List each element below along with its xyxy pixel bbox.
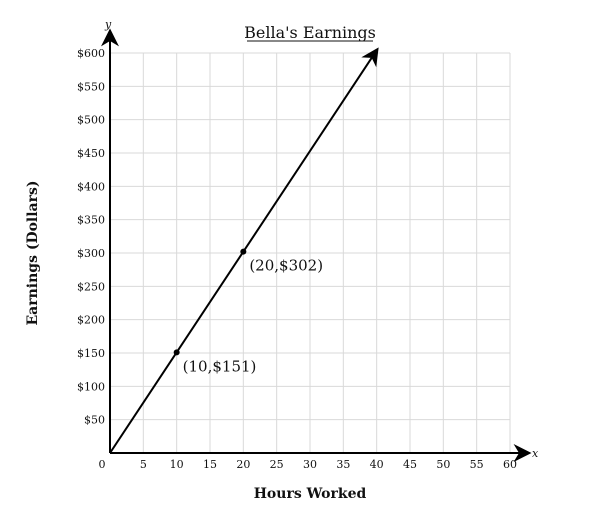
- x-tick-label: 35: [336, 458, 350, 471]
- x-axis-title: Hours Worked: [254, 486, 367, 502]
- y-tick-label: $50: [84, 414, 105, 427]
- x-tick-label: 15: [203, 458, 217, 471]
- y-tick-label: $500: [77, 114, 105, 127]
- axes: [101, 28, 532, 462]
- y-tick-label: $450: [77, 147, 105, 160]
- grid: [110, 52, 511, 453]
- x-tick-label: 10: [170, 458, 184, 471]
- x-tick-label: 45: [403, 458, 417, 471]
- x-tick-label: 50: [436, 458, 450, 471]
- x-axis-letter: x: [532, 447, 539, 460]
- y-tick-label: $100: [77, 380, 105, 393]
- y-axis-title: Earnings (Dollars): [25, 180, 41, 325]
- y-axis-letter: y: [104, 18, 112, 31]
- y-tick-label: $250: [77, 280, 105, 293]
- y-tick-label: $600: [77, 47, 105, 60]
- y-tick-label: $350: [77, 214, 105, 227]
- y-tick-label: $300: [77, 247, 105, 260]
- x-tick-label: 40: [370, 458, 384, 471]
- y-tick-label: $200: [77, 314, 105, 327]
- points: (10,$151) (20,$302): [173, 248, 323, 375]
- x-tick-label: 0: [99, 458, 106, 471]
- chart-title: Bella's Earnings: [244, 23, 376, 42]
- data-point: [240, 248, 247, 255]
- y-tick-label: $550: [77, 80, 105, 93]
- y-tick-label: $400: [77, 180, 105, 193]
- data-point-label: (20,$302): [249, 257, 323, 275]
- x-tick-label: 20: [236, 458, 250, 471]
- x-tick-label: 5: [140, 458, 147, 471]
- ticks: 0 5 10 15 20 25 30 35 40 45 50 55 60 $50 $100 $150 $200 $…: [77, 47, 517, 471]
- x-tick-label: 55: [470, 458, 484, 471]
- y-tick-label: $150: [77, 347, 105, 360]
- x-tick-label: 25: [270, 458, 284, 471]
- x-tick-label: 30: [303, 458, 317, 471]
- data-point-label: (10,$151): [183, 357, 257, 375]
- x-tick-label: 60: [503, 458, 517, 471]
- data-point: [173, 349, 180, 356]
